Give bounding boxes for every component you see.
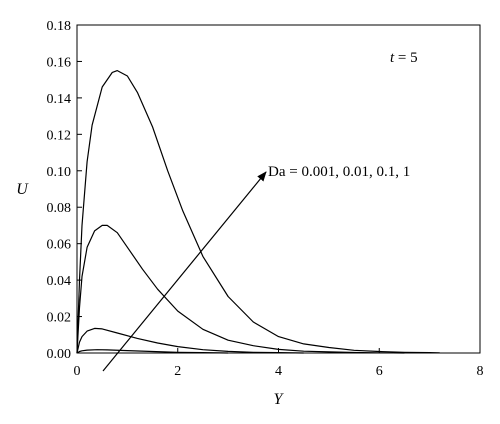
time-value: = 5	[394, 50, 417, 66]
series-line-3	[76, 327, 304, 354]
plot-area-frame	[76, 24, 481, 354]
time-annotation: t = 5	[390, 50, 418, 66]
x-axis-label: Y	[274, 391, 285, 408]
x-tick-label: 0	[74, 364, 81, 379]
series-group	[76, 69, 440, 354]
x-tick-label: 2	[174, 364, 181, 379]
y-axis-ticks: 0.00 0.02 0.04 0.06 0.08 0.10 0.12 0.14 0.16 0.18	[47, 19, 82, 362]
y-tick-label: 0.00	[47, 347, 72, 362]
y-tick-label: 0.12	[47, 128, 72, 143]
y-tick-label: 0.14	[47, 92, 72, 107]
series-line-4	[76, 349, 229, 354]
y-tick-label: 0.16	[47, 55, 72, 70]
x-tick-label: 4	[275, 364, 282, 379]
series-line-1	[76, 69, 440, 354]
y-tick-label: 0.08	[47, 201, 72, 216]
y-tick-label: 0.18	[47, 19, 72, 34]
y-tick-label: 0.10	[47, 165, 72, 180]
series-line-2	[76, 224, 405, 354]
y-axis-label: U	[16, 181, 29, 198]
trend-arrow	[102, 171, 267, 372]
x-tick-label: 6	[376, 364, 383, 379]
y-tick-label: 0.04	[47, 274, 72, 289]
y-tick-label: 0.06	[47, 238, 72, 253]
x-tick-label: 8	[477, 364, 484, 379]
time-variable: t	[390, 50, 395, 66]
y-tick-label: 0.02	[47, 311, 72, 326]
arrow-label: Da = 0.001, 0.01, 0.1, 1	[268, 164, 410, 180]
